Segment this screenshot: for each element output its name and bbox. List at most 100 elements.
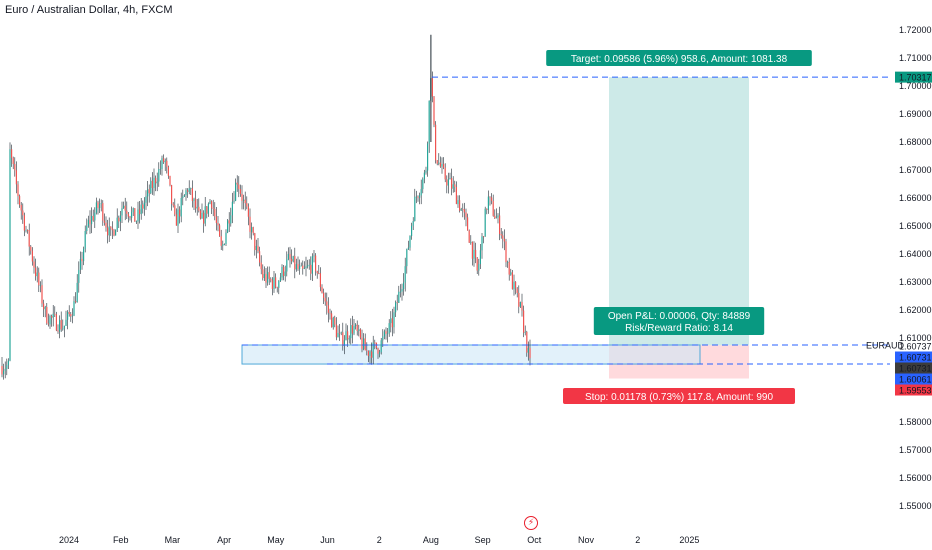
candle-body bbox=[231, 201, 233, 216]
candle-body bbox=[71, 315, 73, 317]
candle-body bbox=[4, 368, 6, 371]
candle-body bbox=[95, 202, 97, 213]
candle-body bbox=[22, 210, 24, 216]
candle-body bbox=[63, 325, 65, 329]
candle-body bbox=[323, 292, 325, 298]
candle-body bbox=[523, 310, 525, 333]
candle-body bbox=[321, 287, 323, 293]
candle-body bbox=[374, 342, 376, 344]
candle-body bbox=[131, 211, 133, 218]
candle-body bbox=[118, 217, 120, 222]
candle-body bbox=[254, 233, 256, 251]
candle-body bbox=[142, 204, 144, 209]
candle-body bbox=[516, 288, 518, 293]
candle-body bbox=[220, 236, 222, 246]
candle-body bbox=[491, 197, 493, 201]
candle-body bbox=[355, 324, 357, 327]
chart-title: Euro / Australian Dollar, 4h, FXCM bbox=[5, 4, 173, 16]
candle-body bbox=[86, 225, 88, 231]
candle-body bbox=[31, 250, 33, 262]
candle-body bbox=[148, 189, 150, 194]
candle-body bbox=[414, 196, 416, 222]
candle-body bbox=[393, 312, 395, 328]
candle-body bbox=[1, 366, 3, 375]
badge-bg bbox=[895, 362, 932, 374]
candle-body bbox=[407, 247, 409, 250]
candle-body bbox=[196, 206, 198, 209]
candle-body bbox=[217, 222, 219, 226]
candle-body bbox=[299, 266, 301, 270]
time-axis: 2024 Feb Mar Apr May Jun 2 Aug Sep Oct Nov 2 2025 bbox=[59, 535, 699, 545]
candle-body bbox=[99, 203, 101, 208]
candle-body bbox=[495, 217, 497, 219]
candle-body bbox=[78, 269, 80, 283]
candle-body bbox=[12, 157, 14, 165]
candle-body bbox=[49, 316, 51, 325]
candle-body bbox=[169, 175, 171, 186]
price-axis: 1.72000 1.71000 1.70000 1.69000 1.68000 1.670… bbox=[899, 25, 932, 511]
candle-body bbox=[468, 230, 470, 243]
badge-text: 1.70317 bbox=[899, 73, 932, 83]
target-zone bbox=[609, 77, 749, 346]
y-tick-label: 1.66000 bbox=[899, 193, 932, 203]
candle-body bbox=[23, 215, 25, 231]
candle-body bbox=[383, 331, 385, 337]
candle-body bbox=[238, 184, 240, 190]
candle-body bbox=[166, 160, 168, 167]
candle-body bbox=[15, 170, 17, 185]
candle-body bbox=[433, 96, 435, 125]
candle-body bbox=[179, 209, 181, 217]
x-tick-label: 2 bbox=[635, 535, 640, 545]
candle-body bbox=[110, 226, 112, 229]
candle-body bbox=[233, 200, 235, 202]
candle-body bbox=[124, 205, 126, 211]
badge-text: 1.60737 bbox=[899, 342, 932, 352]
x-tick-label: Nov bbox=[578, 535, 595, 545]
candle-body bbox=[38, 272, 40, 286]
candle-body bbox=[87, 219, 89, 226]
candle-body bbox=[9, 149, 11, 361]
candle-body bbox=[57, 330, 59, 332]
stop-label-bg bbox=[563, 388, 795, 404]
candle-body bbox=[417, 196, 419, 198]
candle-body bbox=[302, 265, 304, 269]
candle-body bbox=[492, 200, 494, 216]
candle-body bbox=[127, 214, 129, 217]
candle-body bbox=[52, 313, 54, 318]
candle-body bbox=[108, 226, 110, 236]
candle-body bbox=[6, 365, 8, 369]
y-tick-label: 1.69000 bbox=[899, 109, 932, 119]
x-tick-label: May bbox=[267, 535, 285, 545]
candle-body bbox=[51, 316, 53, 318]
candle-body bbox=[347, 331, 349, 340]
price-badge-entry: 1.60731 bbox=[895, 351, 932, 363]
candle-body bbox=[81, 258, 83, 262]
candle-body bbox=[497, 215, 499, 218]
candle-body bbox=[379, 352, 381, 354]
candle-body bbox=[28, 230, 30, 247]
candle-body bbox=[129, 216, 131, 218]
candle-body bbox=[207, 203, 209, 214]
candle-body bbox=[396, 302, 398, 304]
candle-body bbox=[447, 179, 449, 186]
candle-body bbox=[191, 188, 193, 202]
candle-body bbox=[327, 305, 329, 313]
candle-body bbox=[249, 216, 251, 232]
candle-body bbox=[494, 215, 496, 219]
candle-body bbox=[422, 178, 424, 190]
candle-body bbox=[351, 325, 353, 334]
candle-body bbox=[398, 291, 400, 303]
support-zone bbox=[241, 344, 701, 365]
candle-body bbox=[203, 212, 205, 224]
candle-body bbox=[294, 256, 296, 270]
badge-bg bbox=[895, 384, 932, 396]
candle-body bbox=[510, 272, 512, 275]
candle-body bbox=[119, 215, 121, 222]
candle-body bbox=[19, 196, 21, 205]
candle-body bbox=[273, 277, 275, 290]
candle-body bbox=[39, 285, 41, 286]
candle-body bbox=[513, 281, 515, 290]
candle-body bbox=[251, 227, 253, 232]
candle-body bbox=[206, 206, 208, 214]
